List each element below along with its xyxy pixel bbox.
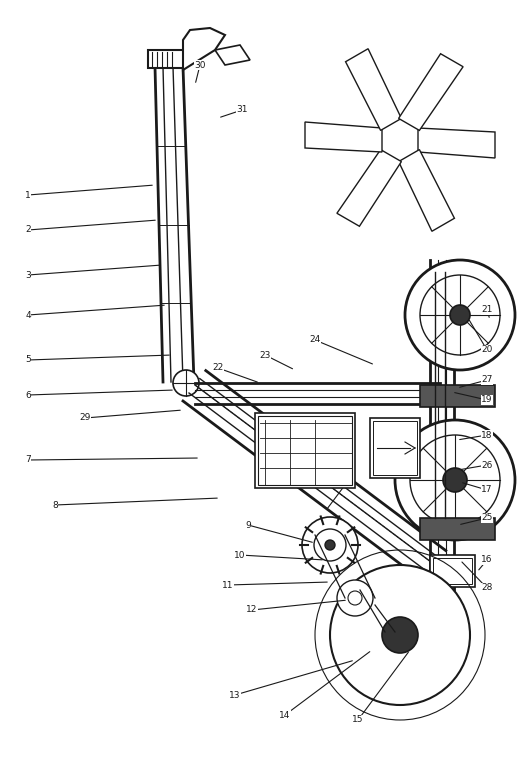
Text: 1: 1: [25, 191, 31, 199]
Bar: [433, 558, 472, 584]
Circle shape: [410, 435, 500, 525]
Text: 26: 26: [481, 460, 493, 470]
Circle shape: [450, 305, 470, 325]
Text: 11: 11: [222, 580, 234, 590]
Text: 18: 18: [481, 430, 493, 439]
Text: 16: 16: [481, 556, 493, 564]
Polygon shape: [399, 150, 454, 231]
Text: 19: 19: [481, 395, 493, 405]
Circle shape: [420, 275, 500, 355]
Text: 25: 25: [481, 514, 493, 522]
Text: 10: 10: [234, 550, 246, 560]
Polygon shape: [148, 50, 185, 68]
Text: 9: 9: [245, 521, 251, 529]
Text: 2: 2: [25, 226, 31, 235]
Text: 3: 3: [25, 270, 31, 280]
Bar: [373, 421, 417, 475]
Circle shape: [314, 529, 346, 561]
Polygon shape: [399, 53, 463, 130]
Polygon shape: [215, 45, 250, 65]
Circle shape: [325, 540, 335, 550]
Text: 17: 17: [481, 485, 493, 494]
Text: 31: 31: [236, 105, 248, 115]
Text: 15: 15: [352, 715, 364, 725]
Bar: [420, 518, 495, 540]
Text: 6: 6: [25, 391, 31, 399]
Bar: [258, 416, 352, 485]
Circle shape: [443, 468, 467, 492]
Polygon shape: [418, 128, 495, 158]
Text: 12: 12: [247, 605, 257, 615]
Circle shape: [382, 617, 418, 653]
Polygon shape: [183, 28, 225, 70]
Text: 4: 4: [25, 311, 31, 319]
Bar: [430, 555, 475, 587]
Text: 20: 20: [481, 346, 493, 354]
Text: 23: 23: [260, 350, 271, 360]
Text: 22: 22: [212, 363, 224, 373]
Text: 8: 8: [52, 501, 58, 509]
Circle shape: [348, 591, 362, 605]
Text: 14: 14: [279, 711, 291, 719]
Polygon shape: [305, 122, 382, 152]
Text: 27: 27: [481, 376, 493, 384]
Text: 28: 28: [481, 584, 493, 593]
Text: 7: 7: [25, 456, 31, 464]
Polygon shape: [337, 150, 401, 226]
Bar: [255, 413, 355, 488]
Text: 24: 24: [309, 336, 321, 345]
Text: 30: 30: [194, 60, 206, 70]
Circle shape: [337, 580, 373, 616]
Circle shape: [405, 260, 515, 370]
Text: 21: 21: [481, 305, 493, 315]
Text: 5: 5: [25, 356, 31, 364]
Text: 29: 29: [79, 414, 91, 422]
Text: 13: 13: [229, 691, 241, 700]
Polygon shape: [346, 49, 401, 130]
Circle shape: [173, 370, 199, 396]
Bar: [370, 418, 420, 478]
Circle shape: [330, 565, 470, 705]
Circle shape: [395, 420, 515, 540]
Circle shape: [302, 517, 358, 573]
Bar: [420, 385, 495, 407]
